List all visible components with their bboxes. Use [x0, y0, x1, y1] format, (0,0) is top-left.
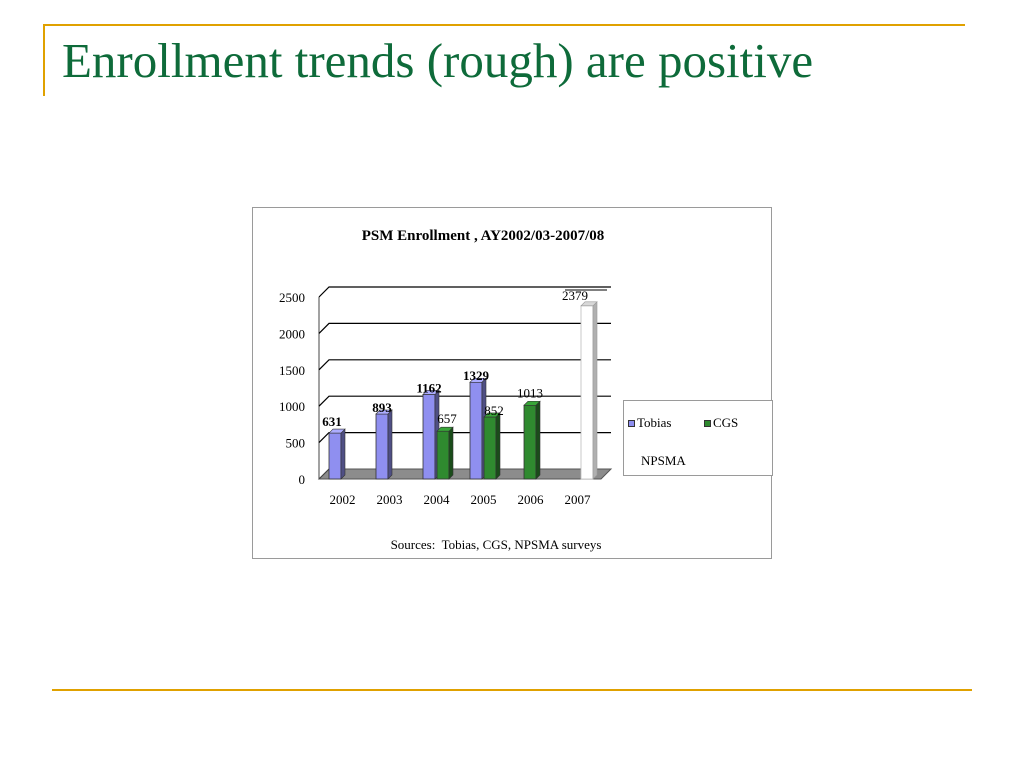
chart-frame: PSM Enrollment , AY2002/03-2007/08 0 500 1…	[252, 207, 773, 559]
x-tick-label: 2002	[330, 492, 356, 507]
bar-top-cgs-2006	[523, 400, 541, 406]
x-tick-label: 2005	[471, 492, 497, 507]
y-tick-label: 500	[286, 436, 306, 451]
bar-side-cgs-2006	[535, 400, 541, 480]
legend-item-cgs: CGS	[704, 415, 738, 431]
bar-tobias-2002	[328, 432, 342, 480]
chart-title: PSM Enrollment , AY2002/03-2007/08	[361, 228, 605, 244]
gridline	[318, 395, 611, 407]
bar-cgs-2005	[483, 416, 497, 480]
legend-swatch-cgs	[704, 419, 711, 427]
data-label-tobias-2002: 631	[322, 414, 342, 429]
gridline	[318, 432, 611, 444]
title-accent-rule-horizontal	[43, 24, 965, 26]
legend-item-tobias: Tobias	[628, 415, 671, 431]
bar-tobias-2003	[375, 413, 389, 480]
gridline	[318, 286, 611, 298]
gridline	[318, 359, 611, 371]
y-tick-label: 2500	[279, 290, 305, 305]
bar-tobias-2005	[469, 381, 483, 480]
x-tick-label: 2007	[565, 492, 592, 507]
y-tick-label: 1500	[279, 363, 305, 378]
bar-top-npsma-2007	[580, 301, 598, 307]
chart-floor	[317, 468, 613, 480]
title-accent-rule-vertical	[43, 24, 45, 96]
y-tick-label: 0	[299, 472, 306, 487]
slide-title: Enrollment trends (rough) are positive	[62, 33, 814, 88]
bar-cgs-2006	[523, 404, 537, 480]
data-label-tobias-2003: 893	[372, 400, 392, 415]
data-label-cgs-2004: 657	[437, 411, 457, 426]
legend-label-cgs: CGS	[713, 415, 739, 430]
data-label-npsma-2007: 2379	[562, 288, 588, 303]
chart-legend: Tobias CGS NPSMA	[623, 400, 773, 476]
data-label-cgs-2006: 1013	[517, 385, 543, 400]
gridline	[318, 322, 611, 334]
data-label-cgs-2005: 852	[484, 403, 504, 418]
data-label-tobias-2005: 1329	[463, 368, 490, 383]
y-tick-label: 1000	[279, 399, 305, 414]
bar-side-cgs-2005	[495, 412, 501, 480]
bar-cgs-2004	[436, 430, 450, 480]
footer-accent-rule	[52, 689, 972, 691]
bar-chart: 0 500 1000 1500 2000 2500 2002 2003 2004 2005 2006…	[279, 286, 613, 507]
bar-top-tobias-2004	[422, 390, 440, 395]
bar-top-cgs-2005	[483, 412, 501, 418]
legend-label-npsma: NPSMA	[641, 453, 686, 468]
bar-npsma-2007	[580, 305, 594, 480]
x-tick-label: 2003	[377, 492, 403, 507]
axis-depth-line	[318, 468, 330, 480]
chart-source-note: Sources: Tobias, CGS, NPSMA surveys	[390, 537, 602, 552]
bar-tobias-2004	[422, 394, 436, 480]
legend-swatch-tobias	[628, 419, 635, 427]
bar-top-tobias-2002	[328, 428, 346, 434]
data-label-tobias-2004: 1162	[416, 380, 441, 395]
bar-top-tobias-2003	[375, 409, 393, 415]
legend-label-tobias: Tobias	[637, 415, 672, 430]
x-tick-label: 2004	[424, 492, 451, 507]
legend-item-npsma: NPSMA	[641, 453, 686, 469]
bar-side-tobias-2002	[340, 428, 346, 480]
x-tick-label: 2006	[518, 492, 545, 507]
bar-top-tobias-2005	[469, 377, 487, 383]
bar-side-npsma-2007	[592, 301, 598, 480]
y-tick-label: 2000	[279, 326, 305, 341]
bar-side-cgs-2004	[448, 426, 454, 480]
bar-side-tobias-2003	[387, 409, 393, 480]
bar-top-cgs-2004	[436, 426, 454, 432]
